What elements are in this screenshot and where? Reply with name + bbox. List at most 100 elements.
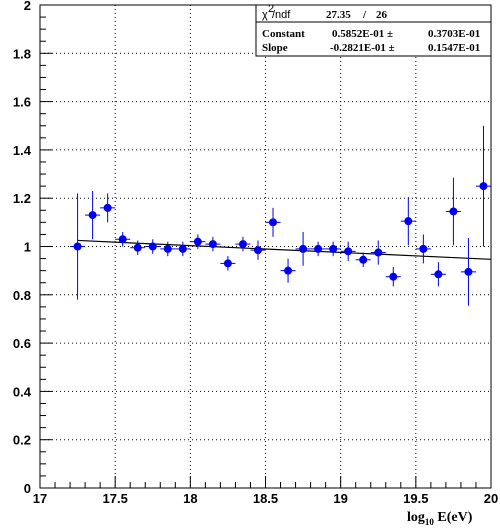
data-point-13 xyxy=(265,207,281,237)
data-marker xyxy=(464,267,473,276)
constant-value: 0.5852E-01 ± xyxy=(332,28,393,40)
slope-value: -0.2821E-01 ± xyxy=(330,42,395,54)
slope-label: Slope xyxy=(262,42,288,54)
data-point-7 xyxy=(175,241,191,257)
data-point-9 xyxy=(205,236,221,252)
x-tick-label: 19 xyxy=(333,491,347,506)
x-axis-title: log10 E(eV) xyxy=(407,510,473,527)
data-marker xyxy=(284,266,293,275)
data-point-6 xyxy=(160,241,176,257)
x-axis-title-tail: E(eV) xyxy=(434,510,473,525)
data-marker xyxy=(314,244,323,253)
chi-symbol: χ xyxy=(262,9,268,21)
grid xyxy=(40,5,491,488)
data-marker xyxy=(208,240,217,249)
data-marker xyxy=(88,211,97,220)
data-marker xyxy=(118,235,127,244)
data-point-1 xyxy=(85,190,101,240)
data-point-14 xyxy=(280,258,296,283)
data-point-2 xyxy=(100,193,116,223)
y-tick-label: 2 xyxy=(24,0,31,13)
x-tick-label: 19.5 xyxy=(403,491,428,506)
x-tick-label: 20 xyxy=(484,491,498,506)
y-tick-label: 0.8 xyxy=(13,288,31,303)
x-tick-label: 17.5 xyxy=(103,491,128,506)
data-marker xyxy=(419,244,428,253)
data-point-8 xyxy=(190,234,206,249)
y-tick-labels: 0 0.2 0.4 0.6 0.8 1 1.2 1.4 1.6 1.8 2 xyxy=(13,0,32,496)
data-point-15 xyxy=(295,232,311,266)
data-marker xyxy=(148,242,157,251)
chi-superscript: 2 xyxy=(268,3,274,15)
data-marker xyxy=(253,246,262,255)
y-tick-label: 0.2 xyxy=(13,433,31,448)
data-point-4 xyxy=(130,240,146,255)
data-point-12 xyxy=(250,240,266,260)
x-tick-labels: 17 17.5 18 18.5 19 19.5 20 xyxy=(33,491,498,506)
data-marker xyxy=(238,240,247,249)
data-point-10 xyxy=(220,256,236,271)
data-point-27 xyxy=(475,125,491,247)
data-point-18 xyxy=(340,241,356,261)
y-tick-label: 1.6 xyxy=(13,95,31,110)
data-point-3 xyxy=(115,232,131,247)
ndf-value: 26 xyxy=(376,9,388,21)
data-point-23 xyxy=(415,234,431,264)
x-axis-title-sub: 10 xyxy=(425,517,435,527)
data-point-16 xyxy=(310,241,326,257)
data-marker xyxy=(299,244,308,253)
data-marker xyxy=(344,247,353,256)
constant-error: 0.3703E-01 xyxy=(428,28,480,40)
fit-line-group xyxy=(77,239,492,260)
data-marker xyxy=(223,259,232,268)
data-point-25 xyxy=(445,177,461,246)
data-point-0 xyxy=(70,193,86,300)
data-point-19 xyxy=(355,252,371,268)
data-points xyxy=(70,125,491,306)
x-tick-label: 17 xyxy=(33,491,47,506)
constant-label: Constant xyxy=(262,28,305,40)
y-tick-label: 1.2 xyxy=(13,191,31,206)
data-marker xyxy=(163,244,172,253)
fit-line xyxy=(77,239,492,260)
y-tick-label: 0 xyxy=(24,481,31,496)
data-point-26 xyxy=(460,238,476,306)
y-tick-label: 1.8 xyxy=(13,46,31,61)
x-tick-label: 18 xyxy=(183,491,197,506)
data-marker xyxy=(193,237,202,246)
slope-error: 0.1547E-01 xyxy=(428,42,480,54)
data-marker xyxy=(178,244,187,253)
y-tick-label: 0.4 xyxy=(13,384,32,399)
chi-slash: / xyxy=(362,9,367,21)
y-tick-label: 1.4 xyxy=(13,143,32,158)
y-tick-label: 0.6 xyxy=(13,336,31,351)
data-marker xyxy=(389,272,398,281)
data-marker xyxy=(269,218,278,227)
chi-ndf-label: /ndf xyxy=(272,9,291,21)
x-axis-title-main: log xyxy=(407,510,425,525)
data-point-20 xyxy=(370,240,386,265)
data-marker xyxy=(434,270,443,279)
data-marker xyxy=(133,243,142,252)
data-marker xyxy=(479,182,488,191)
data-marker xyxy=(329,244,338,253)
data-marker xyxy=(73,242,82,251)
data-point-17 xyxy=(325,241,341,257)
y-tick-label: 1 xyxy=(24,240,31,255)
data-point-5 xyxy=(145,239,161,254)
data-marker xyxy=(449,207,458,216)
data-point-22 xyxy=(400,196,416,246)
stats-box: χ 2 /ndf 27.35 / 26 Constant 0.5852E-01 … xyxy=(255,3,492,57)
data-point-21 xyxy=(385,267,401,287)
data-point-24 xyxy=(430,262,446,287)
data-marker xyxy=(103,203,112,212)
data-point-11 xyxy=(235,236,251,252)
data-marker xyxy=(404,217,413,226)
data-marker xyxy=(359,255,368,264)
stats-box-frame xyxy=(255,4,492,57)
data-marker xyxy=(374,248,383,257)
x-tick-label: 18.5 xyxy=(253,491,278,506)
chi-value: 27.35 xyxy=(326,9,351,21)
axis-ticks xyxy=(39,4,492,489)
